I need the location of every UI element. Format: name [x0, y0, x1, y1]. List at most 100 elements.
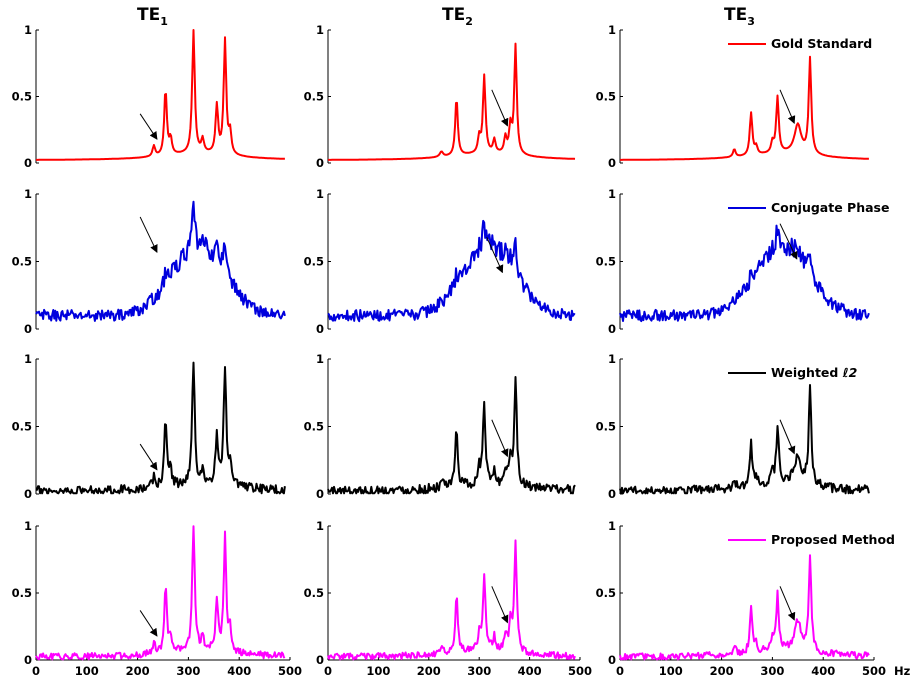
series-line-cp [327, 219, 576, 323]
y-tick-label: 1 [24, 187, 32, 201]
x-tick-label: 500 [862, 664, 886, 678]
y-tick-label: 1 [316, 187, 324, 201]
series-line-wl2 [619, 384, 870, 495]
series-line-cp [619, 224, 870, 323]
annotation-arrow [139, 610, 158, 637]
y-tick-label: 1 [316, 519, 324, 533]
x-tick-label: 500 [568, 664, 592, 678]
y-tick-label: 1 [24, 519, 32, 533]
x-tick-label: 100 [659, 664, 683, 678]
panel-r3-c2: 00.51 [304, 352, 576, 501]
y-tick-label: 0.5 [304, 90, 324, 104]
legend-wl2: Weighted ℓ2 [728, 365, 857, 380]
x-tick-label: 0 [32, 664, 40, 678]
y-tick-label: 0 [608, 653, 616, 667]
x-tick-label: 0 [324, 664, 332, 678]
y-tick-label: 1 [608, 23, 616, 37]
x-unit-label: Hz [894, 664, 911, 678]
annotation-arrow [491, 586, 509, 624]
panel-r4-c3: 0 0.5 1 0 100 200 300 400 500 [596, 519, 886, 678]
panel-r1-c3: 00.51 [596, 23, 869, 170]
y-tick-label: 1 [24, 352, 32, 366]
y-tick-label: 1 [24, 23, 32, 37]
panel-r3-c3: 00.51 [596, 352, 870, 501]
panel-r4-c1: 0 0.5 1 0 100 200 300 400 500 [12, 519, 302, 678]
y-tick-label: 0 [316, 156, 324, 170]
annotation-arrow [491, 419, 509, 458]
x-tick-label: 0 [616, 664, 624, 678]
y-tick-label: 1 [316, 352, 324, 366]
y-tick-label: 0.5 [596, 586, 616, 600]
x-tick-label: 400 [227, 664, 251, 678]
annotation-arrow [779, 89, 796, 125]
series-line-gold [36, 29, 285, 161]
y-tick-label: 0 [316, 487, 324, 501]
panel-r2-c3: 00.51 [596, 187, 870, 336]
legend-label: Weighted ℓ2 [771, 365, 857, 380]
x-tick-label: 100 [75, 664, 99, 678]
series-line-prop [35, 525, 286, 661]
annotation-arrow [139, 216, 158, 253]
panel-r1-c2: 00.51 [304, 23, 576, 170]
y-tick-label: 0.5 [596, 255, 616, 269]
y-tick-label: 0 [608, 322, 616, 336]
x-tick-label: 200 [126, 664, 150, 678]
y-tick-label: 1 [608, 187, 616, 201]
series-line-prop [619, 554, 870, 661]
y-tick-label: 0.5 [304, 586, 324, 600]
y-tick-label: 1 [608, 519, 616, 533]
panel-r2-c1: 00.51 [12, 187, 286, 336]
y-tick-label: 0.5 [12, 586, 32, 600]
legend-label: Proposed Method [771, 532, 895, 547]
x-tick-label: 500 [278, 664, 302, 678]
x-tick-label: 300 [467, 664, 491, 678]
series-line-wl2 [327, 376, 576, 495]
legend-cp: Conjugate Phase [728, 200, 889, 215]
column-title-te2: TE2 [442, 5, 473, 28]
y-tick-label: 0.5 [304, 255, 324, 269]
panel-r3-c1: 00.51 [12, 352, 286, 501]
y-tick-label: 1 [316, 23, 324, 37]
x-tick-label: 400 [518, 664, 542, 678]
y-tick-label: 0.5 [12, 255, 32, 269]
y-tick-label: 0 [24, 653, 32, 667]
panel-r2-c2: 00.51 [304, 187, 576, 336]
legend-label: Conjugate Phase [771, 200, 889, 215]
series-line-gold [620, 55, 869, 161]
y-tick-label: 0 [24, 322, 32, 336]
series-line-cp [35, 200, 286, 322]
panel-r4-c2: 0 0.5 1 0 100 200 300 400 500 [304, 519, 592, 678]
series-line-prop [327, 539, 576, 661]
y-tick-label: 0 [24, 487, 32, 501]
x-tick-label: 400 [811, 664, 835, 678]
y-tick-label: 1 [608, 352, 616, 366]
legend-label: Gold Standard [771, 36, 872, 51]
y-tick-label: 0.5 [596, 90, 616, 104]
x-tick-label: 200 [710, 664, 734, 678]
annotation-arrow [779, 586, 796, 621]
annotation-arrow [779, 419, 796, 455]
series-line-gold [328, 42, 576, 161]
legend-gold: Gold Standard [728, 36, 872, 51]
x-tick-label: 300 [760, 664, 784, 678]
y-tick-label: 0.5 [596, 420, 616, 434]
annotation-arrow [139, 443, 158, 471]
x-tick-label: 200 [417, 664, 441, 678]
y-tick-label: 0.5 [12, 420, 32, 434]
y-tick-label: 0 [608, 156, 616, 170]
y-tick-label: 0 [316, 653, 324, 667]
series-line-wl2 [35, 361, 286, 495]
x-tick-label: 100 [366, 664, 390, 678]
legend-prop: Proposed Method [728, 532, 895, 547]
annotation-arrow [139, 113, 158, 140]
annotation-arrow [491, 89, 509, 127]
y-tick-label: 0 [608, 487, 616, 501]
x-tick-label: 300 [176, 664, 200, 678]
column-title-te1: TE1 [137, 5, 168, 28]
legend-label-suffix: ℓ2 [842, 365, 858, 380]
y-tick-label: 0.5 [12, 90, 32, 104]
y-tick-label: 0 [24, 156, 32, 170]
column-title-te3: TE3 [724, 5, 755, 28]
